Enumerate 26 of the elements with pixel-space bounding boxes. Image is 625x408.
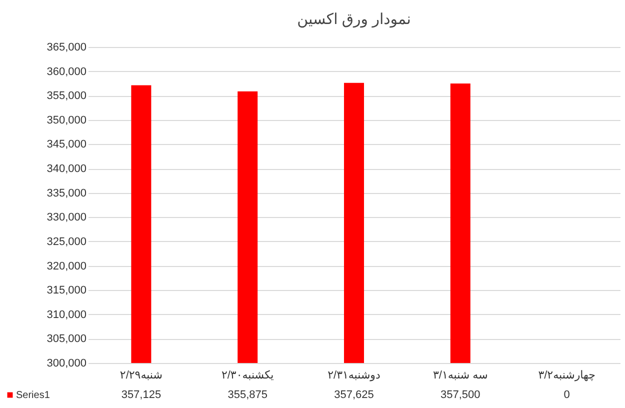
x-tick-label: شنبه۲/۲۹ [120,370,162,382]
x-tick-label: سه شنبه۳/۱ [432,370,488,382]
y-tick-label: 360,000 [46,66,86,78]
y-tick-label: 325,000 [46,236,86,248]
y-tick-label: 315,000 [46,284,86,297]
y-tick-label: 345,000 [46,138,86,151]
y-tick-label: 340,000 [46,163,86,176]
y-tick-label: 300,000 [46,358,86,370]
legend-label: Series1 [16,390,50,401]
chart-title: نمودار ورق اکسین [297,11,411,28]
y-tick-label: 365,000 [46,42,86,54]
y-tick-label: 310,000 [46,308,86,321]
x-tick-label: یکشنبه۲/۳۰ [221,370,274,382]
y-tick-label: 335,000 [46,187,86,200]
data-label: 357,500 [440,389,480,401]
y-tick-label: 330,000 [46,212,86,224]
x-tick-label: دوشنبه۲/۳۱ [328,370,380,382]
data-label: 355,875 [228,389,268,401]
text: 0 [564,389,570,401]
y-tick-label: 305,000 [46,333,86,346]
y-tick-label: 355,000 [46,90,86,102]
y-tick-label: 350,000 [46,114,86,126]
x-tick-label: چهارشنبه۳/۲ [538,370,596,382]
data-label: 357,625 [334,389,374,401]
y-tick-label: 320,000 [46,260,86,272]
data-label: 357,125 [121,389,162,401]
